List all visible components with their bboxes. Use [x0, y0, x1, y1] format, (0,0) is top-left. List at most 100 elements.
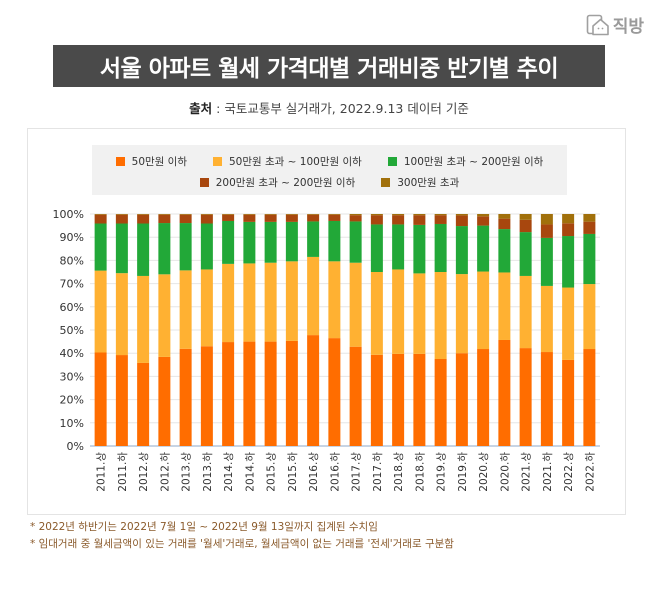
y-tick-label: 70% [60, 278, 84, 291]
bar-segment [477, 216, 490, 226]
bar-segment [583, 349, 596, 446]
bar-segment [413, 215, 426, 225]
bar-segment [498, 229, 511, 273]
legend-swatch [381, 178, 391, 187]
bar-segment [179, 214, 192, 224]
legend-swatch [199, 178, 209, 187]
bar-segment [222, 342, 235, 446]
bar-segment [115, 214, 128, 215]
bar-segment [455, 215, 468, 227]
bar-segment [200, 214, 213, 224]
bar-segment [328, 214, 341, 215]
bar-segment [562, 214, 575, 224]
bar-segment [328, 261, 341, 339]
x-tick-label: 2022.상 [563, 452, 575, 492]
legend-label: 200만원 초과 ~ 200만원 이하 [215, 177, 356, 189]
y-tick-label: 80% [60, 254, 84, 267]
bar-segment [392, 215, 405, 225]
bar-segment [349, 214, 362, 216]
bar-segment [285, 214, 298, 215]
x-tick-label: 2019.상 [436, 452, 448, 492]
bar-segment [477, 271, 490, 350]
bar-segment [413, 224, 426, 274]
legend-swatch [387, 157, 397, 166]
source-label: 출처 [189, 101, 213, 116]
bar-segment [519, 219, 532, 233]
y-tick-label: 10% [60, 417, 84, 430]
x-tick-label: 2019.하 [456, 452, 469, 492]
x-tick-label: 2015.상 [266, 452, 278, 492]
bar-segment [498, 214, 511, 219]
bar-segment [158, 356, 171, 446]
legend-item: 300만원 초과 [381, 175, 459, 190]
bar-segment [115, 223, 128, 274]
x-tick-label: 2017.상 [351, 452, 363, 492]
x-tick-label: 2016.상 [308, 452, 320, 492]
bar-segment [179, 223, 192, 271]
bar-segment [583, 284, 596, 350]
bar-segment [307, 256, 320, 336]
chart-title: 서울 아파트 월세 가격대별 거래비중 반기별 추이 [99, 56, 559, 82]
bar-segment [583, 221, 596, 234]
x-tick-label: 2012.하 [158, 452, 171, 492]
bar-segment [519, 348, 532, 446]
bar-segment [413, 273, 426, 354]
bar-segment [498, 339, 511, 446]
bar-segment [158, 214, 171, 224]
bar-segment [200, 346, 213, 446]
bar-segment [540, 224, 553, 238]
y-tick-label: 90% [60, 231, 84, 244]
legend-swatch [115, 157, 125, 166]
bar-segment [222, 214, 235, 215]
bar-segment [115, 214, 128, 224]
bar-segment [179, 214, 192, 215]
x-tick-label: 2018.상 [393, 452, 405, 492]
x-tick-label: 2021.하 [541, 452, 554, 492]
bar-segment [328, 338, 341, 446]
brand-logo: 직방 [586, 12, 644, 37]
y-tick-label: 100% [53, 208, 84, 221]
bar-segment [413, 353, 426, 446]
brand-name: 직방 [612, 17, 644, 37]
bar-segment [137, 362, 150, 446]
bar-segment [264, 214, 277, 215]
bar-segment [477, 214, 490, 217]
footnote-2: * 임대거래 중 월세금액이 있는 거래를 '월세'거래로, 월세금액이 없는 … [30, 538, 454, 550]
bar-segment [115, 355, 128, 446]
bar-segment [179, 348, 192, 446]
bar-segment [115, 273, 128, 356]
bar-segment [477, 349, 490, 446]
legend-item: 200만원 초과 ~ 200만원 이하 [199, 175, 356, 190]
bar-segment [285, 340, 298, 446]
bar-segment [455, 353, 468, 446]
x-tick-label: 2012.상 [138, 452, 150, 492]
bar-segment [243, 214, 256, 215]
bar-segment [370, 354, 383, 446]
x-tick-label: 2022.하 [583, 452, 596, 492]
legend-item: 50만원 이하 [115, 154, 187, 169]
bar-segment [307, 214, 320, 215]
bar-segment [243, 263, 256, 342]
bar-segment [434, 214, 447, 216]
y-tick-label: 20% [60, 394, 84, 407]
bar-segment [434, 223, 447, 272]
y-tick-label: 30% [60, 370, 84, 383]
bar-segment [94, 270, 107, 353]
bar-segment [179, 270, 192, 349]
bar-segment [285, 221, 298, 262]
bar-segment [477, 225, 490, 272]
bar-segment [222, 220, 235, 264]
x-tick-label: 2011.하 [116, 452, 129, 492]
x-tick-label: 2018.하 [413, 452, 426, 492]
bar-segment [434, 215, 447, 224]
bar-segment [349, 221, 362, 263]
bar-segment [328, 220, 341, 262]
bar-segment [392, 224, 405, 270]
x-tick-label: 2017.하 [371, 452, 384, 492]
footnote-1: * 2022년 하반기는 2022년 7월 1일 ~ 2022년 9월 13일까… [30, 521, 378, 533]
bar-segment [392, 353, 405, 446]
y-tick-label: 50% [60, 324, 84, 337]
x-tick-label: 2020.하 [498, 452, 511, 492]
bar-segment [94, 352, 107, 446]
